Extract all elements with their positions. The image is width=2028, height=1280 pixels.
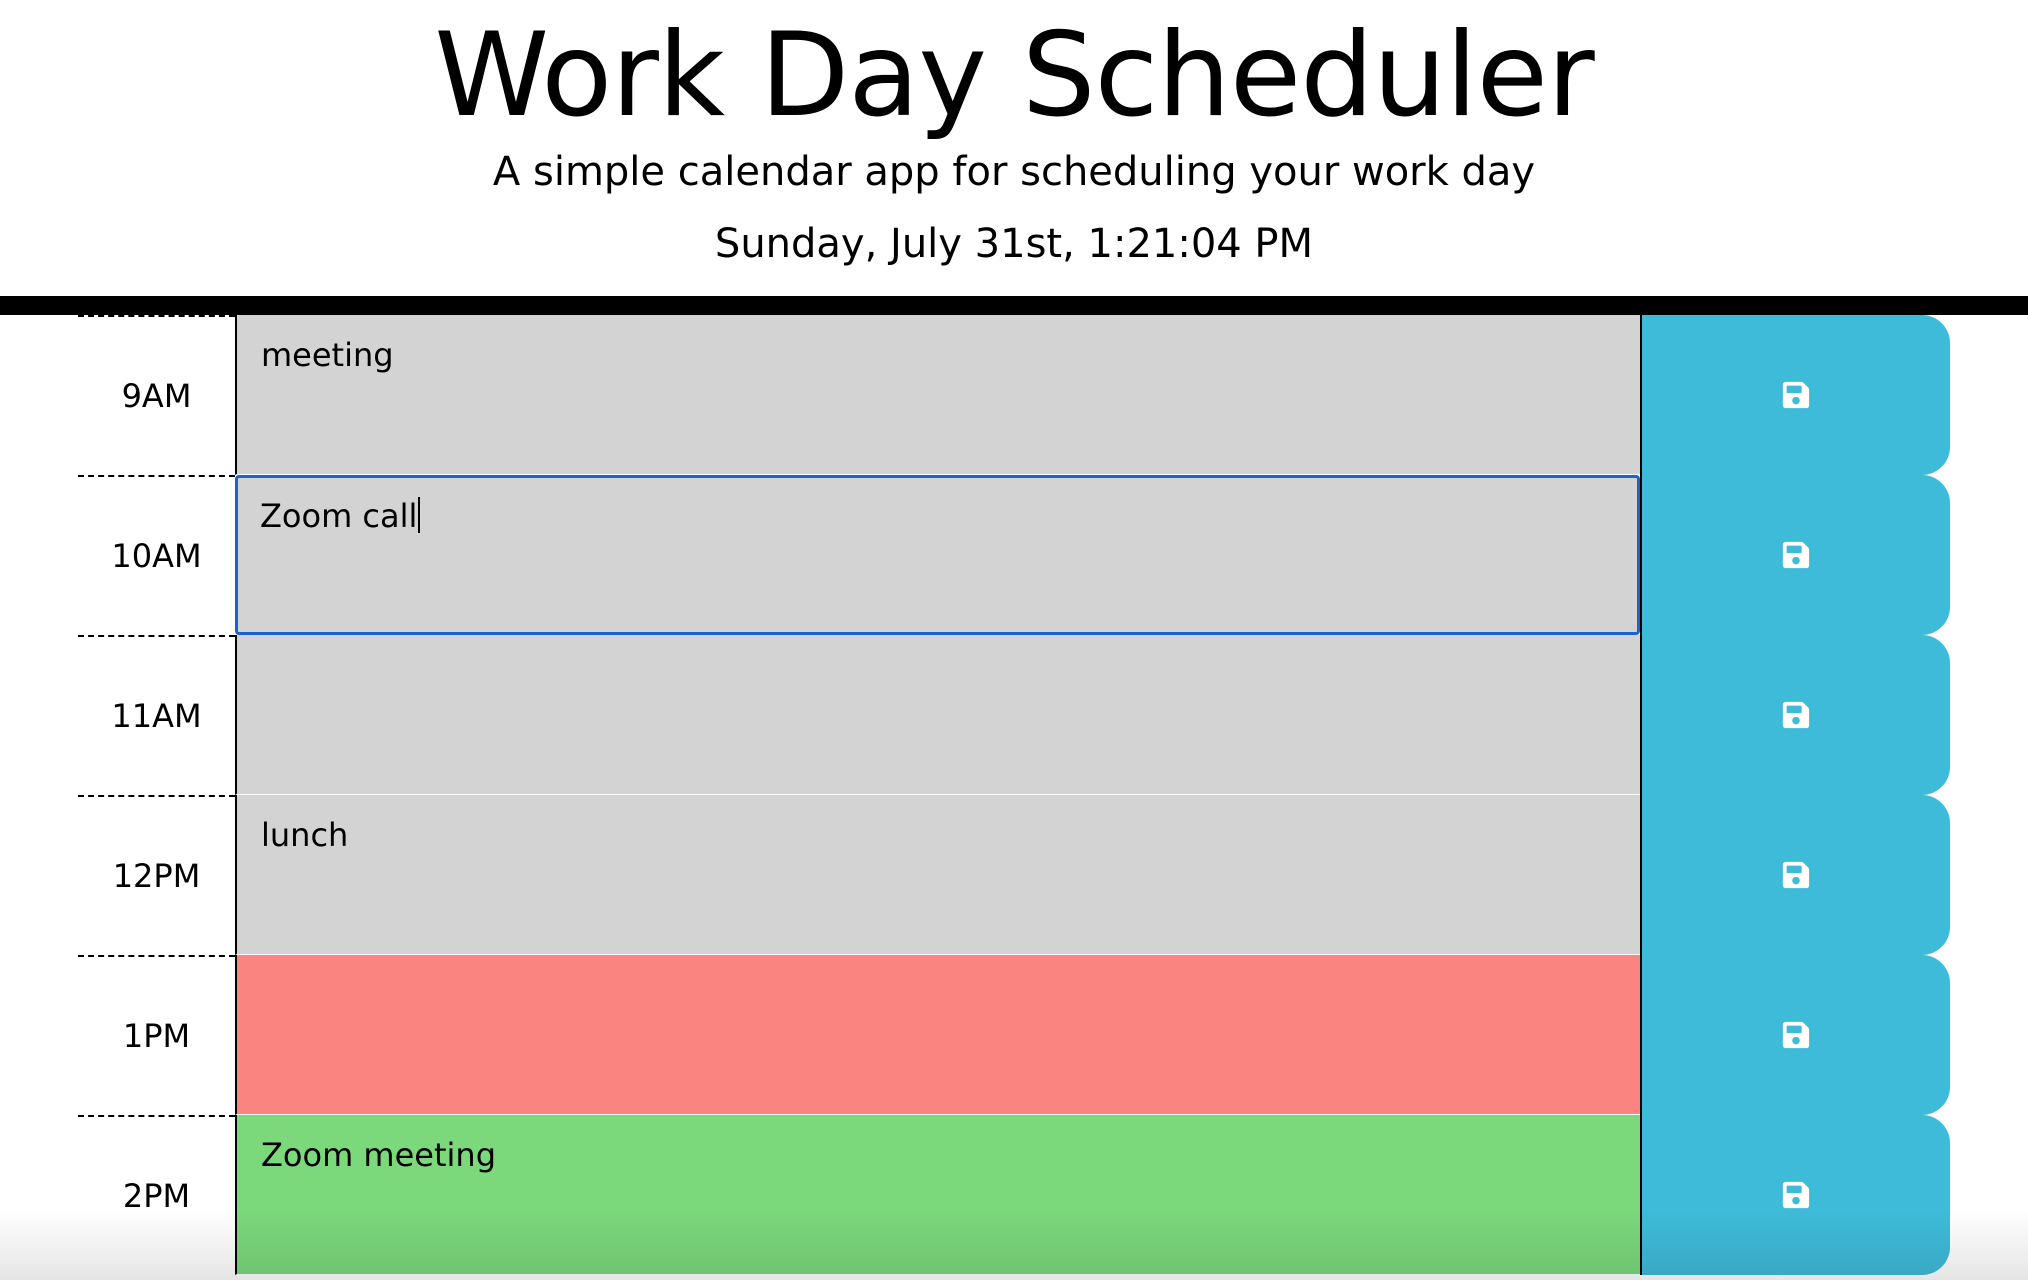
time-block-12pm: 12PM lunch [0,795,2028,955]
description-textarea[interactable] [235,635,1640,795]
hour-label: 10AM [78,475,235,635]
time-block-2pm: 2PM Zoom meeting [0,1115,2028,1275]
time-block-10am: 10AM Zoom call [0,475,2028,635]
schedule-container: 9AM meeting 10AM Zoom call 11AM 12PM lun… [0,315,2028,1280]
floppy-disk-icon [1782,541,1810,569]
time-block-9am: 9AM meeting [0,315,2028,475]
floppy-disk-icon [1782,861,1810,889]
save-button[interactable] [1640,955,1950,1115]
description-textarea[interactable] [235,955,1640,1115]
time-block-11am: 11AM [0,635,2028,795]
header: Work Day Scheduler A simple calendar app… [0,0,2028,315]
hour-label: 11AM [78,635,235,795]
hour-label: 1PM [78,955,235,1115]
floppy-disk-icon [1782,1021,1810,1049]
hour-label: 2PM [78,1115,235,1275]
current-day: Sunday, July 31st, 1:21:04 PM [714,221,1314,267]
save-button[interactable] [1640,635,1950,795]
page-title: Work Day Scheduler [434,8,1594,143]
page-subtitle: A simple calendar app for scheduling you… [492,149,1536,195]
text-cursor [418,497,421,533]
floppy-disk-icon [1782,701,1810,729]
floppy-disk-icon [1782,1181,1810,1209]
description-textarea[interactable]: Zoom meeting [235,1115,1640,1275]
description-textarea[interactable]: meeting [235,315,1640,475]
save-button[interactable] [1640,1115,1950,1275]
hour-label: 9AM [78,315,235,475]
description-textarea[interactable]: lunch [235,795,1640,955]
time-block-1pm: 1PM [0,955,2028,1115]
floppy-disk-icon [1782,381,1810,409]
save-button[interactable] [1640,795,1950,955]
save-button[interactable] [1640,315,1950,475]
description-textarea[interactable]: Zoom call [235,475,1640,635]
save-button[interactable] [1640,475,1950,635]
hour-label: 12PM [78,795,235,955]
